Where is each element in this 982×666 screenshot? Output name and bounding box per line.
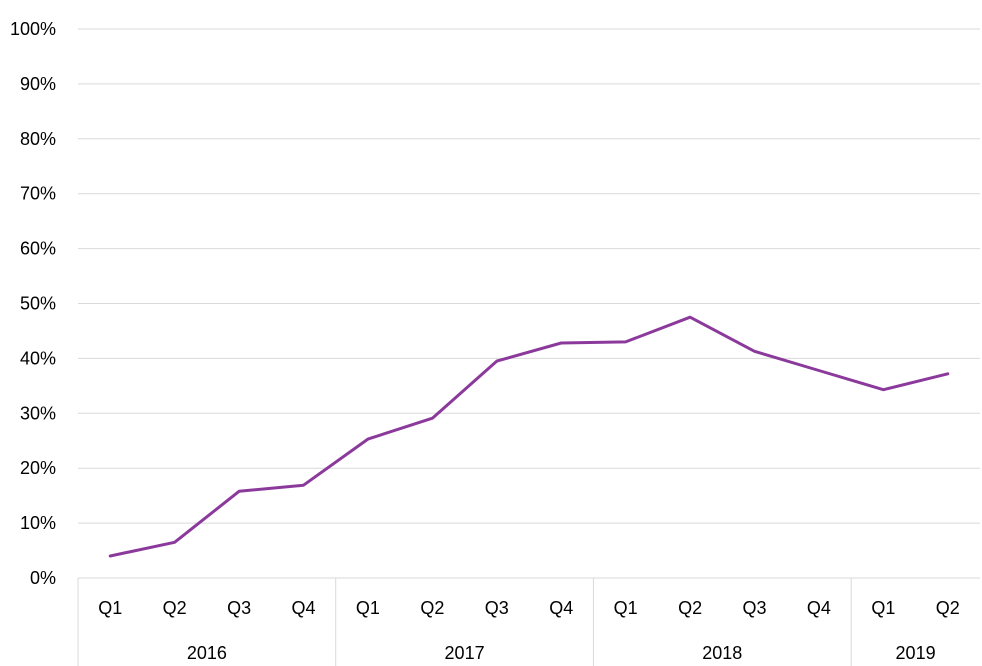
x-tick-label: Q1 [98, 598, 122, 618]
y-tick-label: 10% [20, 513, 56, 533]
x-axis: Q1 Q2 Q3 Q4 Q1 Q2 Q3 Q4 Q1 Q2 Q3 Q4 Q1 Q2 2016 2017 2018… [77, 577, 980, 666]
x-group-label: 2019 [896, 643, 936, 663]
x-tick-label: Q2 [678, 598, 702, 618]
x-tick-label: Q2 [936, 598, 960, 618]
x-tick-label: Q3 [742, 598, 766, 618]
series-group [108, 315, 950, 558]
y-tick-label: 50% [20, 294, 56, 314]
y-axis: 0% 10% 20% 30% 40% 50% 60% 70% 80% 90% 100% [10, 19, 56, 588]
x-tick-label: Q4 [291, 598, 315, 618]
x-tick-label: Q4 [807, 598, 831, 618]
x-tick-label: Q1 [871, 598, 895, 618]
x-group-label: 2018 [702, 643, 742, 663]
series-line [108, 315, 950, 558]
y-tick-label: 60% [20, 239, 56, 259]
x-tick-label: Q2 [420, 598, 444, 618]
y-tick-label: 90% [20, 74, 56, 94]
y-tick-label: 40% [20, 348, 56, 368]
x-tick-label: Q3 [227, 598, 251, 618]
y-tick-label: 70% [20, 184, 56, 204]
x-tick-label: Q4 [549, 598, 573, 618]
x-group-label: 2016 [187, 643, 227, 663]
x-tick-label: Q1 [356, 598, 380, 618]
y-tick-label: 20% [20, 458, 56, 478]
y-tick-label: 100% [10, 19, 56, 39]
y-tick-label: 30% [20, 403, 56, 423]
x-tick-label: Q1 [614, 598, 638, 618]
y-tick-label: 80% [20, 129, 56, 149]
x-tick-label: Q2 [163, 598, 187, 618]
gridlines [78, 28, 980, 579]
y-tick-label: 0% [30, 568, 56, 588]
x-tick-label: Q3 [485, 598, 509, 618]
x-group-label: 2017 [445, 643, 485, 663]
